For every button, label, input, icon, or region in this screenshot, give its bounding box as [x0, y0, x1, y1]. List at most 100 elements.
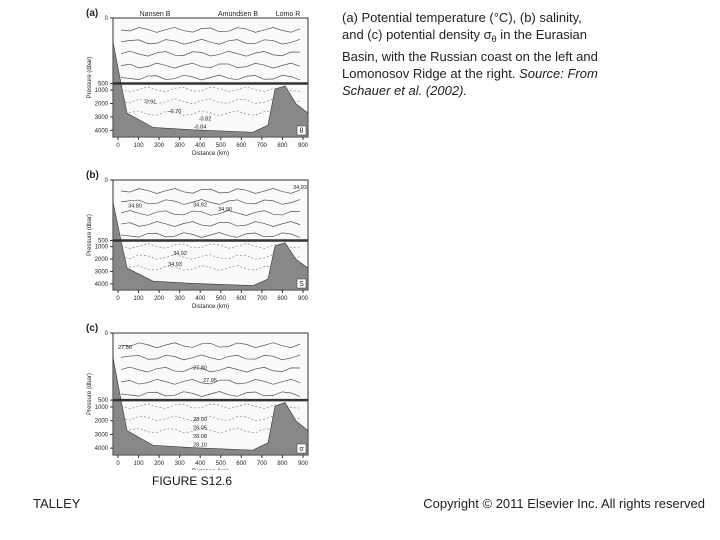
- corner-label: σ: [299, 446, 304, 453]
- x-tick-label: 900: [298, 143, 309, 149]
- contour: [120, 254, 301, 260]
- caption: (a) Potential temperature (°C), (b) sali…: [342, 9, 604, 99]
- x-axis-label: Distance (km): [192, 304, 229, 310]
- contour-label: 28.08: [193, 434, 207, 440]
- panel-letter: (c): [86, 323, 98, 334]
- contour-label: 28.10: [193, 442, 207, 448]
- y-tick-label: 0: [105, 331, 109, 337]
- contour: [120, 188, 301, 194]
- contour: [120, 342, 301, 349]
- contour: [120, 50, 301, 57]
- x-tick-label: 800: [277, 296, 288, 302]
- caption-subscript: θ: [491, 34, 497, 44]
- x-tick-label: 500: [216, 143, 227, 149]
- x-tick-label: 300: [175, 461, 186, 467]
- corner-label: S: [299, 281, 304, 288]
- x-tick-label: 100: [134, 143, 145, 149]
- contour-label: 34.93: [293, 185, 307, 191]
- x-tick-label: 100: [134, 461, 145, 467]
- caption-source: Source: From Schauer et al. (2002).: [342, 66, 598, 98]
- contour-label: -0.91: [144, 100, 157, 106]
- contour-label: 27.50: [118, 345, 132, 351]
- contour-label: 34.90: [218, 207, 232, 213]
- figure: (a) Nansen B Amundsen B Lomo R -0.91 -0.70 -0.…: [86, 8, 309, 470]
- x-axis-label: Distance (km): [192, 469, 229, 470]
- y-tick-label: 0: [105, 178, 109, 184]
- contour: [120, 403, 301, 410]
- contour-label: 34.92: [173, 251, 187, 257]
- corner-label: θ: [300, 128, 304, 135]
- x-tick-label: 400: [195, 461, 206, 467]
- x-tick-label: 0: [116, 461, 120, 467]
- x-tick-label: 300: [175, 296, 186, 302]
- contour-label: 34.80: [128, 204, 142, 210]
- contour: [120, 27, 301, 33]
- x-tick-label: 800: [277, 143, 288, 149]
- contour: [120, 427, 301, 434]
- copyright: Copyright © 2011 Elsevier Inc. All right…: [423, 496, 705, 511]
- x-tick-label: 300: [175, 143, 186, 149]
- contour-label: 27.95: [203, 378, 217, 384]
- topography: [112, 357, 309, 456]
- author: TALLEY: [33, 496, 81, 511]
- x-tick-label: 900: [298, 461, 309, 467]
- figure-label: FIGURE S12.6: [152, 474, 233, 488]
- x-tick-label: 700: [257, 296, 268, 302]
- x-tick-label: 400: [195, 296, 206, 302]
- x-tick-label: 200: [154, 461, 165, 467]
- contour-label: 34.93: [168, 262, 182, 268]
- x-tick-label: 0: [116, 296, 120, 302]
- y-tick-label: 2000: [95, 419, 109, 425]
- caption-text: (a) Potential temperature (°C), (b) sali…: [342, 10, 582, 42]
- x-tick-label: 600: [236, 143, 247, 149]
- y-tick-label: 500: [98, 398, 109, 404]
- corner-box: [296, 443, 307, 454]
- contour-label: -0.70: [169, 109, 182, 115]
- contour: [120, 391, 301, 397]
- y-tick-label: 500: [98, 81, 109, 87]
- x-tick-label: 200: [154, 296, 165, 302]
- x-tick-label: 900: [298, 296, 309, 302]
- panel-letter: (a): [86, 8, 98, 19]
- contour: [120, 110, 301, 117]
- x-tick-label: 600: [236, 461, 247, 467]
- contour-label: 28.00: [193, 417, 207, 423]
- x-tick-label: 800: [277, 461, 288, 467]
- contour: [120, 98, 301, 105]
- y-tick-label: 3000: [95, 432, 109, 438]
- panel-letter: (b): [86, 170, 99, 181]
- contour: [120, 62, 301, 69]
- top-label: Nansen B: [140, 11, 171, 18]
- contour: [120, 265, 301, 271]
- contour: [120, 38, 301, 45]
- y-tick-label: 4000: [95, 282, 109, 288]
- x-tick-label: 700: [257, 143, 268, 149]
- x-tick-label: 100: [134, 296, 145, 302]
- x-tick-label: 600: [236, 296, 247, 302]
- contour-label: -0.84: [194, 125, 207, 131]
- y-tick-label: 2000: [95, 257, 109, 263]
- contour: [120, 415, 301, 422]
- y-tick-label: 4000: [95, 446, 109, 452]
- corner-box: [296, 125, 307, 136]
- y-tick-label: 1000: [95, 88, 109, 94]
- contour: [120, 378, 301, 385]
- x-tick-label: 0: [116, 143, 120, 149]
- x-axis-label: Distance (km): [192, 151, 229, 157]
- caption-text: in the Eurasian Basin, with the Russian …: [342, 27, 598, 81]
- caption-symbol: σ: [483, 27, 492, 42]
- contour: [120, 366, 301, 373]
- top-label: Lomo R: [276, 11, 301, 18]
- contour: [120, 221, 301, 227]
- y-tick-label: 4000: [95, 128, 109, 134]
- x-tick-label: 500: [216, 461, 227, 467]
- x-tick-label: 400: [195, 143, 206, 149]
- contour: [120, 86, 301, 93]
- topography: [112, 201, 309, 291]
- y-tick-label: 3000: [95, 115, 109, 121]
- y-axis-label: Pressure (dbar): [87, 214, 93, 256]
- contour: [120, 354, 301, 361]
- contour: [120, 210, 301, 216]
- contour: [120, 199, 301, 205]
